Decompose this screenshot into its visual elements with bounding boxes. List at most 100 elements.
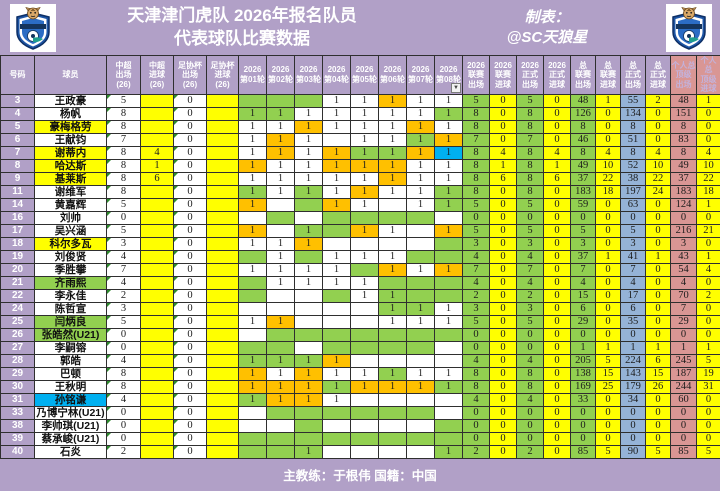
cell-official-goals-2026: 0 <box>543 418 571 433</box>
cell-league-apps-2026: 4 <box>462 249 490 264</box>
cell-round-05: 1 <box>350 184 379 199</box>
column-header-round-06: 2026 第06轮 <box>378 55 407 95</box>
cell-official-goals-2026: 0 <box>543 288 571 303</box>
cell-player-name: 闫炳良 <box>34 314 107 329</box>
cell-official-apps-2026: 4 <box>516 249 544 264</box>
cell-round-02: 1 <box>266 158 295 173</box>
cell-total-official-apps: 51 <box>620 132 646 147</box>
cell-round-05: 1 <box>350 145 379 160</box>
cell-league-apps-2026: 8 <box>462 171 490 186</box>
cell-facup-goals <box>206 392 239 407</box>
cell-round-01: 1 <box>238 314 267 329</box>
cell-round-02 <box>266 431 295 446</box>
cell-round-06: 1 <box>378 158 407 173</box>
cell-round-04: 1 <box>322 366 351 381</box>
cell-facup-apps: 0 <box>173 431 207 446</box>
cell-player-name: 王献钧 <box>34 132 107 147</box>
cell-facup-apps: 0 <box>173 210 207 225</box>
cell-league-goals-2026: 0 <box>489 106 517 121</box>
cell-official-apps-2026: 2 <box>516 288 544 303</box>
cell-player-name: 谢维军 <box>34 184 107 199</box>
cell-league-goals-2026: 1 <box>489 158 517 173</box>
cell-top-goals: 21 <box>696 223 720 238</box>
cell-league-goals-2026: 0 <box>489 236 517 251</box>
cell-round-03: 1 <box>294 158 323 173</box>
cell-official-apps-2026: 0 <box>516 340 544 355</box>
cell-player-name: 石炎 <box>34 444 107 459</box>
cell-official-goals-2026: 0 <box>543 366 571 381</box>
cell-league-apps-2026: 0 <box>462 405 490 420</box>
cell-num: 33 <box>0 405 35 420</box>
cell-total-league-goals: 0 <box>595 327 621 342</box>
cell-round-03 <box>294 301 323 316</box>
cell-player-name: 哈达斯 <box>34 158 107 173</box>
cell-round-06: 1 <box>378 132 407 147</box>
cell-round-01: 1 <box>238 171 267 186</box>
cell-facup-apps: 0 <box>173 366 207 381</box>
player-row-6: 6 王献钧 7 0 1 1 1 1 1 1 1 7 0 7 0 46 0 51 0 83 0 <box>0 132 720 147</box>
cell-round-08: 1 <box>434 223 463 238</box>
cell-top-goals: 0 <box>696 327 720 342</box>
cell-csl-goals <box>140 379 174 394</box>
cell-round-05 <box>350 353 379 368</box>
cell-num: 22 <box>0 288 35 303</box>
cell-player-name: 科尔多瓦 <box>34 236 107 251</box>
cell-round-04: 1 <box>322 353 351 368</box>
column-header-round-03: 2026 第03轮 <box>294 55 323 95</box>
player-row-33: 33 乃博宁林(U21) 0 0 0 0 0 0 0 0 0 0 0 0 <box>0 405 720 420</box>
cell-player-name: 蔡承峻(U21) <box>34 431 107 446</box>
autofilter-dropdown-icon[interactable]: ▼ <box>451 82 461 93</box>
cell-round-07: 1 <box>406 197 435 212</box>
cell-round-05 <box>350 210 379 225</box>
cell-official-goals-2026: 0 <box>543 249 571 264</box>
cell-total-official-goals: 0 <box>645 301 671 316</box>
player-row-21: 21 齐雨熙 4 0 1 1 1 1 4 0 4 0 4 0 4 0 4 0 <box>0 275 720 290</box>
cell-top-apps: 245 <box>670 353 697 368</box>
cell-facup-apps: 0 <box>173 236 207 251</box>
cell-total-official-goals: 2 <box>645 93 671 108</box>
cell-num: 27 <box>0 340 35 355</box>
cell-player-name: 齐雨熙 <box>34 275 107 290</box>
cell-total-league-apps: 29 <box>570 314 596 329</box>
cell-round-06 <box>378 431 407 446</box>
cell-round-07 <box>406 236 435 251</box>
cell-round-03 <box>294 210 323 225</box>
cell-facup-goals <box>206 210 239 225</box>
cell-facup-apps: 0 <box>173 392 207 407</box>
cell-round-04: 1 <box>322 171 351 186</box>
cell-round-04: 1 <box>322 106 351 121</box>
cell-top-apps: 0 <box>670 405 697 420</box>
cell-top-apps: 1 <box>670 340 697 355</box>
cell-round-08: 1 <box>434 145 463 160</box>
cell-round-03 <box>294 405 323 420</box>
cell-csl-apps: 8 <box>106 184 141 199</box>
cell-csl-apps: 8 <box>106 171 141 186</box>
cell-num: 18 <box>0 236 35 251</box>
cell-total-league-goals: 18 <box>595 184 621 199</box>
cell-round-07 <box>406 288 435 303</box>
cell-round-03: 1 <box>294 444 323 459</box>
cell-round-04 <box>322 132 351 147</box>
cell-total-official-apps: 179 <box>620 379 646 394</box>
cell-round-06: 1 <box>378 184 407 199</box>
cell-round-04: 1 <box>322 379 351 394</box>
cell-round-04 <box>322 405 351 420</box>
cell-league-apps-2026: 0 <box>462 327 490 342</box>
cell-top-goals: 18 <box>696 184 720 199</box>
cell-round-01: 1 <box>238 236 267 251</box>
cell-csl-apps: 7 <box>106 132 141 147</box>
cell-round-04 <box>322 210 351 225</box>
cell-round-02 <box>266 444 295 459</box>
cell-top-goals: 1 <box>696 93 720 108</box>
cell-facup-goals <box>206 418 239 433</box>
cell-round-08: 1 <box>434 366 463 381</box>
cell-csl-goals <box>140 353 174 368</box>
cell-total-league-apps: 205 <box>570 353 596 368</box>
cell-official-goals-2026: 0 <box>543 392 571 407</box>
cell-round-06 <box>378 340 407 355</box>
cell-official-apps-2026: 8 <box>516 119 544 134</box>
cell-num: 14 <box>0 197 35 212</box>
cell-total-official-apps: 55 <box>620 93 646 108</box>
cell-round-04 <box>322 288 351 303</box>
cell-round-04: 1 <box>322 392 351 407</box>
